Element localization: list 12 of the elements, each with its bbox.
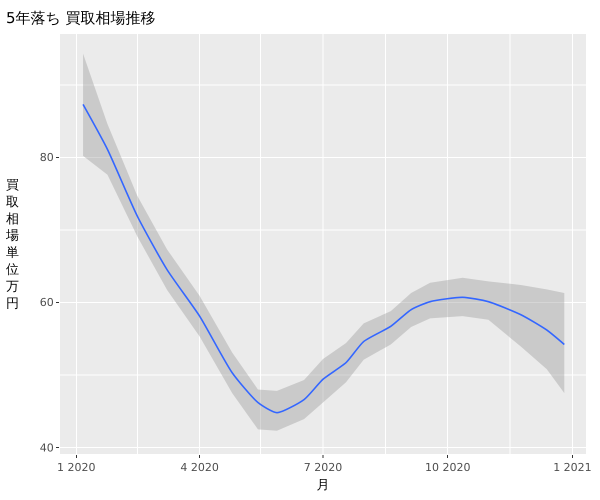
x-axis-title: 月 <box>316 478 330 493</box>
x-tick-label: 7 2020 <box>304 461 342 474</box>
x-tick-label: 1 2020 <box>57 461 96 474</box>
line-series <box>82 104 566 414</box>
x-tick-label: 4 2020 <box>180 461 219 474</box>
y-tick-label: 40 <box>40 441 54 454</box>
y-axis-title: 買取相場単位万円 <box>5 178 19 312</box>
x-tick-label: 1 2021 <box>553 461 592 474</box>
y-tick-label: 60 <box>40 296 54 310</box>
y-tick-label: 80 <box>40 151 54 164</box>
x-tick-label: 10 2020 <box>424 461 470 474</box>
chart-title: 5年落ち 買取相場推移 <box>6 9 156 27</box>
